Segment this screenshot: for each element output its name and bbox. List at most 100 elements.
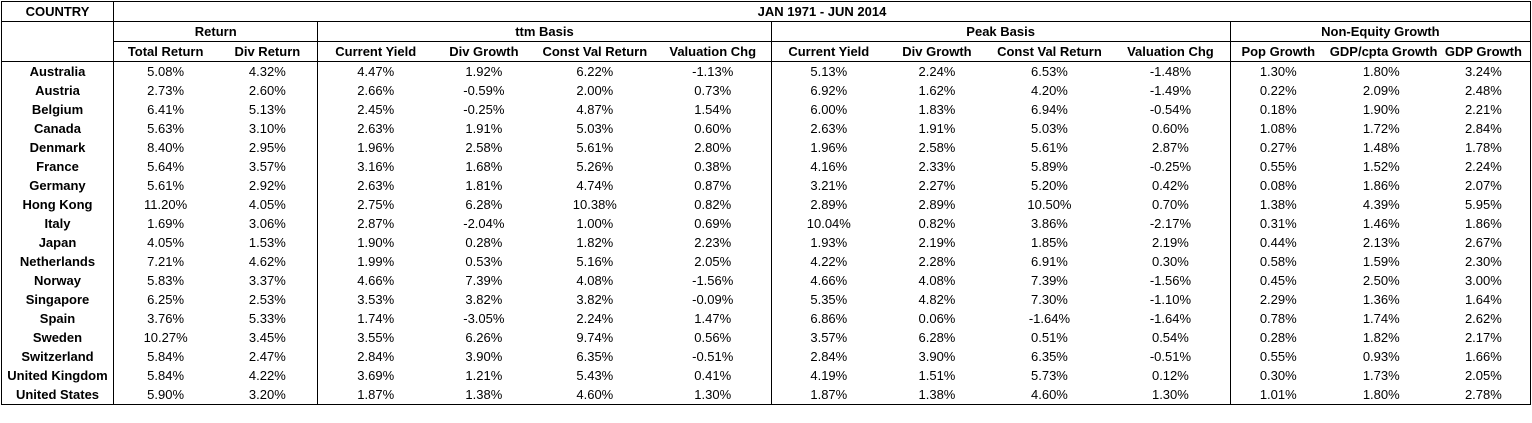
value-cell: 2.17% — [1436, 328, 1531, 347]
table-row: Denmark 8.40% 2.95% 1.96% 2.58% 5.61% 2.80% 1.9… — [1, 138, 1531, 157]
table-row: Netherlands 7.21% 4.62% 1.99% 0.53% 5.16% 2.05… — [1, 252, 1531, 271]
value-cell: 6.35% — [1031, 349, 1068, 364]
value-cell: 1.53% — [217, 233, 319, 252]
value-cell: 1.51% — [918, 368, 956, 383]
col-header-ttm-const-val-return: Const Val Return — [534, 41, 655, 62]
value-cell: 1.73% — [1362, 368, 1400, 383]
value-cell: 0.73% — [654, 81, 772, 100]
value-cell: 5.83% — [147, 273, 185, 288]
country-cell: France — [1, 157, 114, 176]
value-cell: 3.45% — [217, 328, 319, 347]
country-cell: Norway — [1, 271, 114, 290]
value-cell: 5.03% — [1031, 121, 1068, 136]
value-cell: 4.82% — [918, 292, 956, 307]
value-cell: 2.67% — [1436, 233, 1531, 252]
group-peak-basis: Peak Basis — [771, 21, 1231, 42]
value-cell: 2.73% — [147, 83, 185, 98]
value-cell: 2.47% — [217, 347, 319, 366]
country-spacer — [1, 21, 114, 42]
value-cell: 6.41% — [147, 102, 185, 117]
value-cell: 1.69% — [147, 216, 185, 231]
value-cell: 1.38% — [1259, 197, 1297, 212]
value-cell: 4.60% — [987, 385, 1112, 405]
table-row: Hong Kong 11.20% 4.05% 2.75% 6.28% 10.38% 0.82… — [1, 195, 1531, 214]
country-cell: Germany — [1, 176, 114, 195]
table-row: Australia 5.08% 4.32% 4.47% 1.92% 6.22% -1.13%… — [1, 61, 1531, 81]
col-header-div-return: Div Return — [217, 41, 319, 62]
country-cell: Netherlands — [1, 252, 114, 271]
value-cell: 7.39% — [465, 273, 503, 288]
value-cell: 5.03% — [576, 121, 614, 136]
value-cell: 0.55% — [1259, 159, 1297, 174]
value-cell: 6.86% — [810, 311, 848, 326]
value-cell: 5.84% — [147, 368, 185, 383]
table-row: United States 5.90% 3.20% 1.87% 1.38% 4.60% 1.… — [1, 385, 1531, 405]
col-header-peak-current-yield: Current Yield — [771, 41, 887, 62]
value-cell: 6.91% — [1031, 254, 1068, 269]
value-cell: 6.28% — [465, 197, 503, 212]
country-cell: Belgium — [1, 100, 114, 119]
value-cell: 6.00% — [810, 102, 848, 117]
value-cell: 3.90% — [465, 349, 503, 364]
value-cell: 6.22% — [576, 64, 614, 79]
country-cell: Sweden — [1, 328, 114, 347]
country-spacer-2 — [1, 41, 114, 62]
value-cell: 1.78% — [1436, 138, 1531, 157]
value-cell: 3.82% — [576, 292, 614, 307]
value-cell: 1.68% — [465, 159, 503, 174]
value-cell: 2.63% — [357, 178, 395, 193]
value-cell: -0.54% — [1111, 100, 1231, 119]
country-cell: Hong Kong — [1, 195, 114, 214]
value-cell: -3.05% — [463, 311, 505, 326]
value-cell: 2.87% — [1111, 138, 1231, 157]
value-cell: 1.38% — [433, 385, 535, 405]
value-cell: 3.00% — [1436, 271, 1531, 290]
value-cell: 2.84% — [1436, 119, 1531, 138]
value-cell: -1.56% — [654, 271, 772, 290]
header-row-groups: Return ttm Basis Peak Basis Non-Equity G… — [1, 21, 1532, 42]
value-cell: 1.96% — [810, 140, 848, 155]
value-cell: -2.04% — [463, 216, 505, 231]
col-header-ttm-valuation-chg: Valuation Chg — [654, 41, 772, 62]
value-cell: 2.63% — [357, 121, 395, 136]
value-cell: 1.21% — [465, 368, 503, 383]
value-cell: 5.33% — [217, 309, 319, 328]
value-cell: 0.12% — [1111, 366, 1231, 385]
value-cell: 2.89% — [810, 197, 848, 212]
value-cell: -0.09% — [654, 290, 772, 309]
value-cell: 2.29% — [1259, 292, 1297, 307]
country-cell: Austria — [1, 81, 114, 100]
value-cell: 4.22% — [810, 254, 848, 269]
value-cell: 1.08% — [1259, 121, 1297, 136]
value-cell: 1.30% — [654, 385, 772, 405]
value-cell: 2.53% — [217, 290, 319, 309]
col-header-peak-div-growth: Div Growth — [886, 41, 988, 62]
value-cell: 5.26% — [576, 159, 614, 174]
value-cell: 1.90% — [1362, 102, 1400, 117]
value-cell: -1.64% — [1028, 311, 1071, 326]
value-cell: 1.83% — [918, 102, 956, 117]
value-cell: 0.08% — [1259, 178, 1297, 193]
value-cell: -1.10% — [1111, 290, 1231, 309]
value-cell: 10.04% — [806, 216, 851, 231]
value-cell: 6.26% — [465, 330, 503, 345]
value-cell: 4.19% — [810, 368, 848, 383]
value-cell: 2.30% — [1436, 252, 1531, 271]
value-cell: 2.78% — [1436, 385, 1531, 405]
table-row: Switzerland 5.84% 2.47% 2.84% 3.90% 6.35% -0.5… — [1, 347, 1531, 366]
value-cell: 1.91% — [918, 121, 956, 136]
value-cell: 5.43% — [576, 368, 614, 383]
value-cell: 0.53% — [465, 254, 503, 269]
value-cell: 1.66% — [1436, 347, 1531, 366]
value-cell: 2.19% — [918, 235, 956, 250]
value-cell: 3.57% — [217, 157, 319, 176]
value-cell: 0.87% — [654, 176, 772, 195]
value-cell: 4.08% — [576, 273, 614, 288]
value-cell: 5.13% — [217, 100, 319, 119]
value-cell: -1.48% — [1111, 61, 1231, 81]
value-cell: 0.38% — [654, 157, 772, 176]
value-cell: 0.31% — [1259, 216, 1297, 231]
value-cell: -1.13% — [654, 61, 772, 81]
value-cell: 4.66% — [357, 273, 395, 288]
value-cell: -1.56% — [1111, 271, 1231, 290]
